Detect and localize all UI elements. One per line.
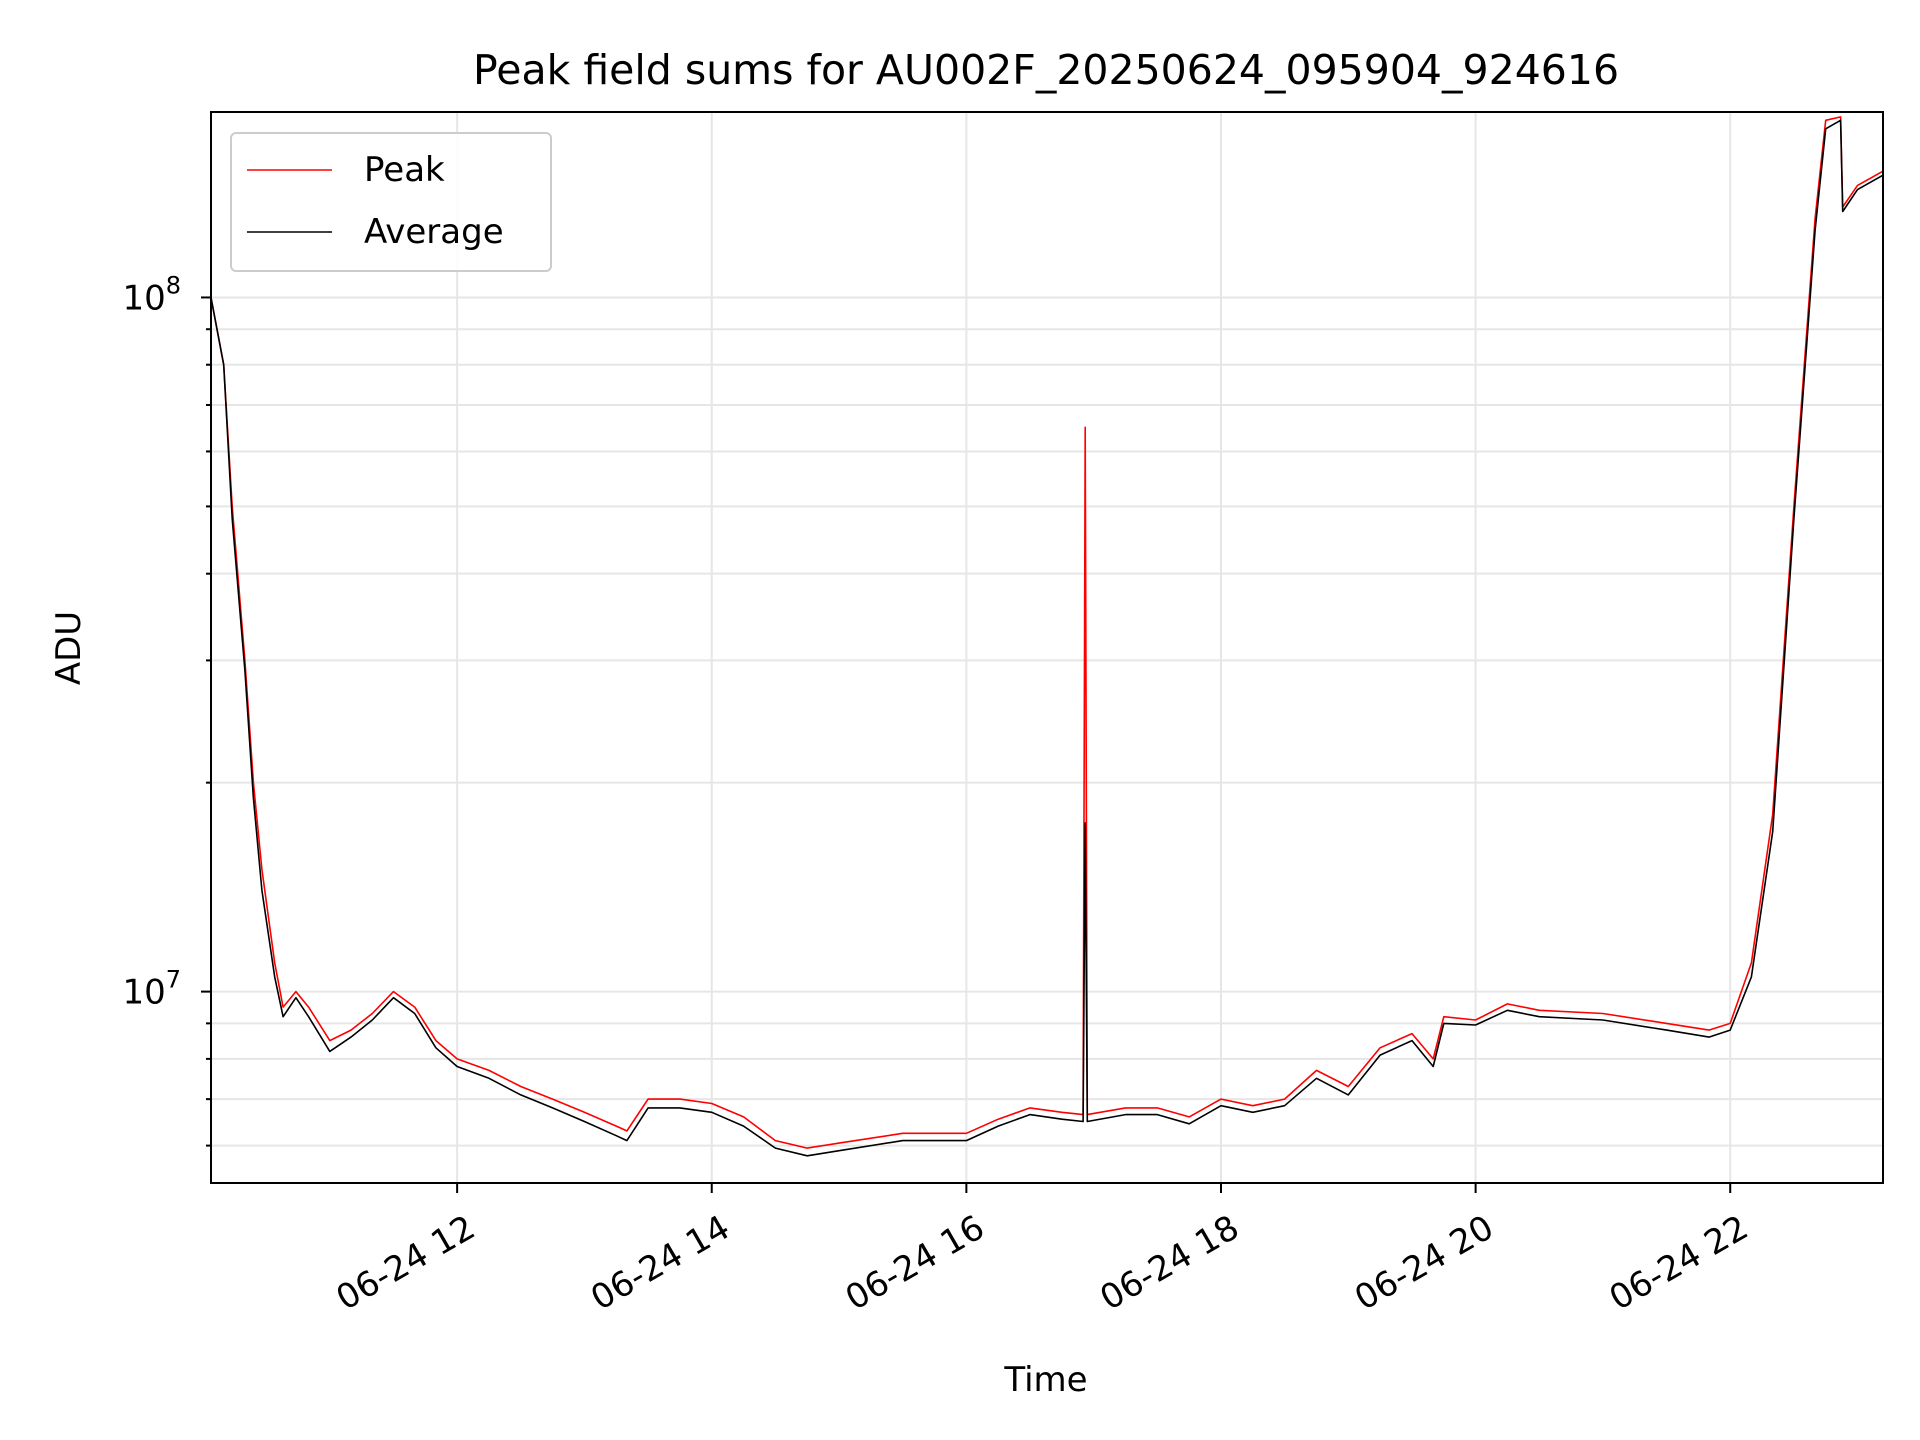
y-tick-exponent: 8 [166,271,181,299]
plot-frame [210,111,1884,1184]
y-tick-base: 10 [122,973,165,1013]
x-axis-label: Time [1003,1360,1087,1400]
y-tick-label: 108 [122,271,181,318]
grid-layer [211,112,1883,1183]
legend-box [230,132,552,272]
series-layer [210,116,1884,1157]
chart-title: Peak field sums for AU002F_20250624_0959… [473,46,1619,94]
series-line-peak [210,116,1884,1149]
y-tick-label: 107 [122,966,181,1013]
legend-label-average: Average [364,212,504,252]
series-line-average [210,119,1884,1157]
legend-label-peak: Peak [364,150,445,190]
y-tick-base: 10 [122,278,165,318]
legend: Peak Average [230,132,552,272]
y-axis-label: ADU [49,611,89,685]
y-tick-exponent: 7 [166,966,181,994]
